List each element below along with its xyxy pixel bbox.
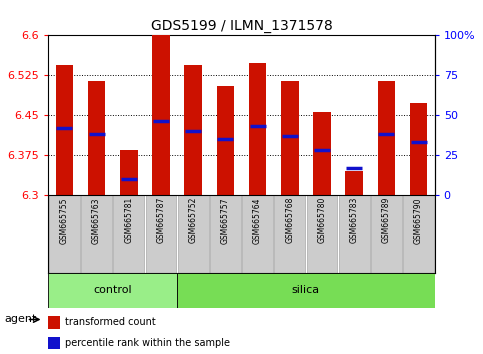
Bar [249, 63, 267, 195]
Bar [177, 273, 435, 308]
Bar [88, 80, 105, 195]
Text: GSM665757: GSM665757 [221, 197, 230, 244]
Bar [114, 195, 144, 273]
Bar [56, 64, 73, 195]
Text: GSM665780: GSM665780 [317, 197, 327, 244]
Bar [185, 64, 202, 195]
Bar [410, 103, 427, 195]
Bar [145, 195, 176, 273]
Bar [48, 337, 60, 349]
Bar [48, 273, 177, 308]
Text: GSM665783: GSM665783 [350, 197, 359, 244]
Bar [178, 195, 209, 273]
Text: GSM665764: GSM665764 [253, 197, 262, 244]
Bar [48, 316, 60, 329]
Text: GSM665789: GSM665789 [382, 197, 391, 244]
Bar [371, 195, 402, 273]
Bar [210, 195, 241, 273]
Bar [313, 112, 331, 195]
Text: GSM665787: GSM665787 [156, 197, 166, 244]
Text: GSM665752: GSM665752 [189, 197, 198, 244]
Title: GDS5199 / ILMN_1371578: GDS5199 / ILMN_1371578 [151, 19, 332, 33]
Text: GSM665755: GSM665755 [60, 197, 69, 244]
Bar [120, 149, 138, 195]
Bar [345, 171, 363, 195]
Text: percentile rank within the sample: percentile rank within the sample [65, 338, 230, 348]
Text: transformed count: transformed count [65, 317, 156, 327]
Text: agent: agent [5, 314, 37, 325]
Text: GSM665790: GSM665790 [414, 197, 423, 244]
Bar [339, 195, 369, 273]
Text: GSM665763: GSM665763 [92, 197, 101, 244]
Bar [281, 80, 298, 195]
Text: silica: silica [292, 285, 320, 295]
Bar [378, 80, 395, 195]
Text: GSM665781: GSM665781 [124, 197, 133, 243]
Text: GSM665768: GSM665768 [285, 197, 294, 244]
Bar [307, 195, 338, 273]
Bar [49, 195, 80, 273]
Bar [81, 195, 112, 273]
Bar [242, 195, 273, 273]
Bar [274, 195, 305, 273]
Bar [152, 34, 170, 195]
Text: control: control [93, 285, 132, 295]
Bar [403, 195, 434, 273]
Bar [216, 86, 234, 195]
